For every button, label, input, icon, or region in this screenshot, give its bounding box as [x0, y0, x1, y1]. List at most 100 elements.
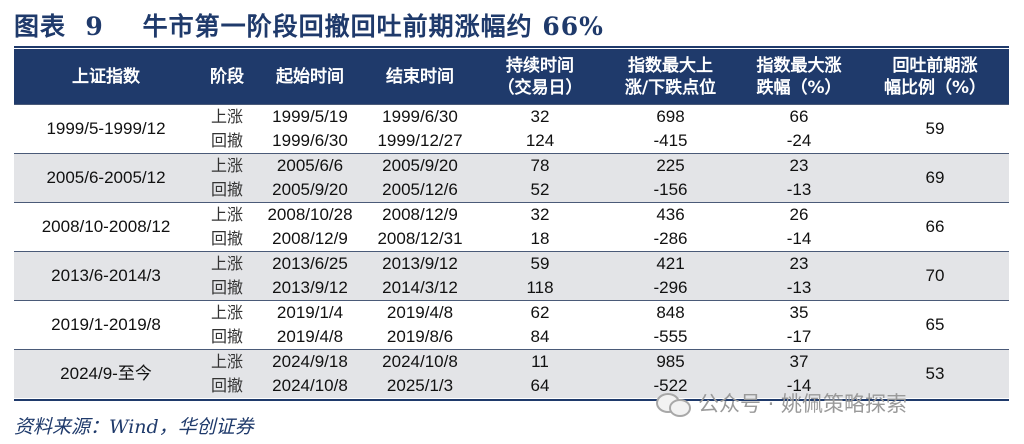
- change-pct-cell: -14: [737, 374, 861, 398]
- end-date-cell: 2024/10/8: [364, 349, 476, 374]
- points-cell: 848: [604, 300, 737, 325]
- duration-cell: 59: [476, 251, 604, 276]
- start-date-cell: 2008/10/28: [256, 202, 364, 227]
- points-cell: -286: [604, 227, 737, 252]
- stage-cell: 上涨: [198, 349, 256, 374]
- stage-cell: 回撤: [198, 178, 256, 203]
- column-header-line: （交易日）: [497, 77, 583, 98]
- column-header-line: 指数最大上: [628, 55, 713, 76]
- change-pct-cell: 37: [737, 349, 861, 374]
- table-row: 回撤 2005/9/20 2005/12/6 52 -156 -13: [14, 178, 1009, 203]
- change-pct-cell: 66: [737, 104, 861, 129]
- figure-title-text: 牛市第一阶段回撤回吐前期涨幅约 66%: [142, 12, 604, 41]
- duration-cell: 84: [476, 325, 604, 350]
- column-header: 持续时间 （交易日）: [476, 49, 604, 105]
- duration-cell: 11: [476, 349, 604, 374]
- source-note: 资料来源：Wind，华创证券: [14, 416, 254, 438]
- stage-cell: 上涨: [198, 251, 256, 276]
- table-bottom-rule: [14, 399, 1009, 401]
- duration-cell: 62: [476, 300, 604, 325]
- data-table: 上证指数 阶段 起始时间 结束时间 持续时间 （交易日） 指数最大上 涨/下跌点位 指数最大涨跌…: [14, 49, 1009, 398]
- start-date-cell: 2013/9/12: [256, 276, 364, 301]
- column-header: 结束时间: [364, 49, 476, 105]
- points-cell: -156: [604, 178, 737, 203]
- points-cell: -415: [604, 129, 737, 154]
- stage-cell: 回撤: [198, 129, 256, 154]
- stage-cell: 上涨: [198, 104, 256, 129]
- change-pct-cell: -24: [737, 129, 861, 154]
- points-cell: -296: [604, 276, 737, 301]
- change-pct-cell: -17: [737, 325, 861, 350]
- period-cell: 2005/6-2005/12: [14, 153, 198, 203]
- change-pct-cell: -14: [737, 227, 861, 252]
- giveback-ratio-cell: 59: [861, 104, 1009, 154]
- change-pct-cell: 23: [737, 251, 861, 276]
- duration-cell: 124: [476, 129, 604, 154]
- table-row: 1999/5-1999/12 上涨 1999/5/19 1999/6/30 32 698 6…: [14, 104, 1009, 154]
- start-date-cell: 1999/6/30: [256, 129, 364, 154]
- giveback-ratio-cell: 53: [861, 349, 1009, 398]
- points-cell: 698: [604, 104, 737, 129]
- giveback-ratio-cell: 69: [861, 153, 1009, 203]
- table-row: 2013/6-2014/3 上涨 2013/6/25 2013/9/12 59 421 23…: [14, 251, 1009, 301]
- start-date-cell: 2019/4/8: [256, 325, 364, 350]
- table-body: 1999/5-1999/12 上涨 1999/5/19 1999/6/30 32 698 6…: [14, 104, 1009, 398]
- start-date-cell: 2024/9/18: [256, 349, 364, 374]
- watermark: 公众号 · 姚佩策略探索: [656, 388, 907, 418]
- duration-cell: 32: [476, 202, 604, 227]
- end-date-cell: 2008/12/9: [364, 202, 476, 227]
- stage-cell: 回撤: [198, 374, 256, 398]
- column-header: 阶段: [198, 49, 256, 105]
- table-row: 2024/9-至今 上涨 2024/9/18 2024/10/8 11 985 37 53: [14, 349, 1009, 398]
- column-header: 起始时间: [256, 49, 364, 105]
- start-date-cell: 2005/9/20: [256, 178, 364, 203]
- column-header-line: 幅比例（%）: [883, 77, 987, 98]
- end-date-cell: 2025/1/3: [364, 374, 476, 398]
- watermark-text: 公众号 · 姚佩策略探索: [698, 392, 908, 416]
- duration-cell: 64: [476, 374, 604, 398]
- table-row: 回撤 2008/12/9 2008/12/31 18 -286 -14: [14, 227, 1009, 252]
- stage-cell: 回撤: [198, 325, 256, 350]
- change-pct-cell: -13: [737, 178, 861, 203]
- column-header-line: 起始时间: [276, 66, 344, 87]
- column-header-line: 结束时间: [386, 66, 454, 87]
- column-header-line: 上证指数: [72, 66, 140, 87]
- column-header-line: 涨/下跌点位: [624, 77, 717, 98]
- table-row: 2005/6-2005/12 上涨 2005/6/6 2005/9/20 78 225 23…: [14, 153, 1009, 203]
- end-date-cell: 2019/8/6: [364, 325, 476, 350]
- start-date-cell: 2008/12/9: [256, 227, 364, 252]
- end-date-cell: 2005/12/6: [364, 178, 476, 203]
- points-cell: 225: [604, 153, 737, 178]
- period-cell: 2019/1-2019/8: [14, 300, 198, 350]
- table-row: 2008/10-2008/12 上涨 2008/10/28 2008/12/9 32 43…: [14, 202, 1009, 252]
- start-date-cell: 2013/6/25: [256, 251, 364, 276]
- duration-cell: 118: [476, 276, 604, 301]
- change-pct-cell: 23: [737, 153, 861, 178]
- end-date-cell: 2013/9/12: [364, 251, 476, 276]
- change-pct-cell: 35: [737, 300, 861, 325]
- giveback-ratio-cell: 65: [861, 300, 1009, 350]
- stage-cell: 回撤: [198, 276, 256, 301]
- duration-cell: 32: [476, 104, 604, 129]
- points-cell: 436: [604, 202, 737, 227]
- end-date-cell: 1999/12/27: [364, 129, 476, 154]
- table-header-row: 上证指数 阶段 起始时间 结束时间 持续时间 （交易日） 指数最大上 涨/下跌点位 指数最大涨跌…: [14, 49, 1009, 105]
- column-header: 上证指数: [14, 49, 198, 105]
- stage-cell: 上涨: [198, 300, 256, 325]
- column-header-line: 跌幅（%）: [756, 77, 842, 98]
- stage-cell: 上涨: [198, 202, 256, 227]
- column-header-line: 指数最大涨: [756, 55, 842, 76]
- column-header: 回吐前期涨 幅比例（%）: [861, 49, 1009, 105]
- column-header-line: 回吐前期涨: [892, 55, 978, 76]
- change-pct-cell: -13: [737, 276, 861, 301]
- points-cell: -555: [604, 325, 737, 350]
- figure-number: 图表 9: [14, 12, 104, 41]
- giveback-ratio-cell: 66: [861, 202, 1009, 252]
- duration-cell: 78: [476, 153, 604, 178]
- points-cell: 421: [604, 251, 737, 276]
- start-date-cell: 2005/6/6: [256, 153, 364, 178]
- end-date-cell: 2008/12/31: [364, 227, 476, 252]
- end-date-cell: 1999/6/30: [364, 104, 476, 129]
- period-cell: 2024/9-至今: [14, 349, 198, 398]
- column-header-line: 阶段: [210, 66, 244, 87]
